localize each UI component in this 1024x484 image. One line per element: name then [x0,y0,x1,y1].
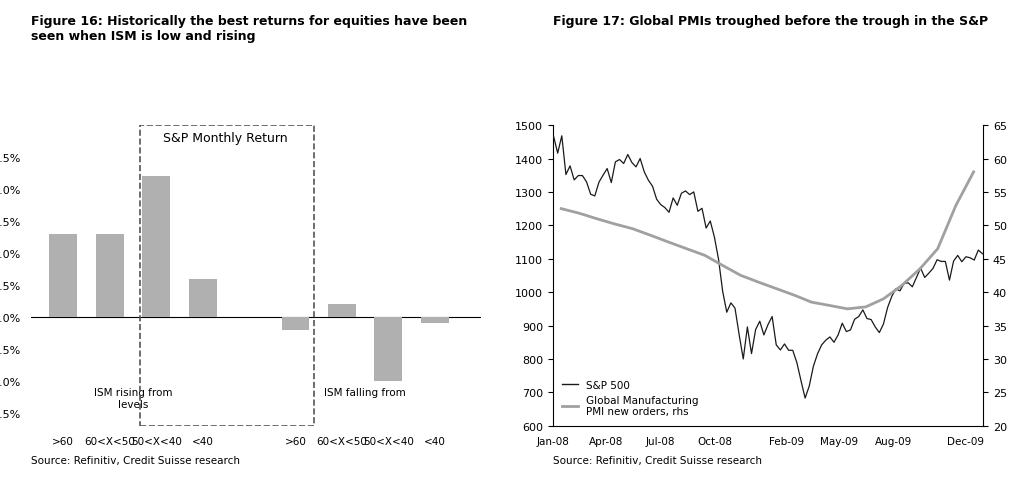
Text: ISM falling from: ISM falling from [325,388,407,397]
Text: Source: Refinitiv, Credit Suisse research: Source: Refinitiv, Credit Suisse researc… [31,454,240,465]
Bar [375,318,402,381]
Bar [421,318,449,324]
Text: ISM rising from
levels: ISM rising from levels [93,388,172,409]
Bar [49,234,77,318]
Bar [142,177,170,318]
Bar [188,279,216,318]
Bar [328,304,356,318]
Text: Source: Refinitiv, Credit Suisse research: Source: Refinitiv, Credit Suisse researc… [553,454,762,465]
Text: S&P Monthly Return: S&P Monthly Return [164,132,288,145]
Bar [96,234,124,318]
Text: Figure 16: Historically the best returns for equities have been
seen when ISM is: Figure 16: Historically the best returns… [31,15,467,43]
Legend: S&P 500, Global Manufacturing
PMI new orders, rhs: S&P 500, Global Manufacturing PMI new or… [558,376,702,421]
Text: Figure 17: Global PMIs troughed before the trough in the S&P: Figure 17: Global PMIs troughed before t… [553,15,988,28]
Bar [282,318,309,330]
